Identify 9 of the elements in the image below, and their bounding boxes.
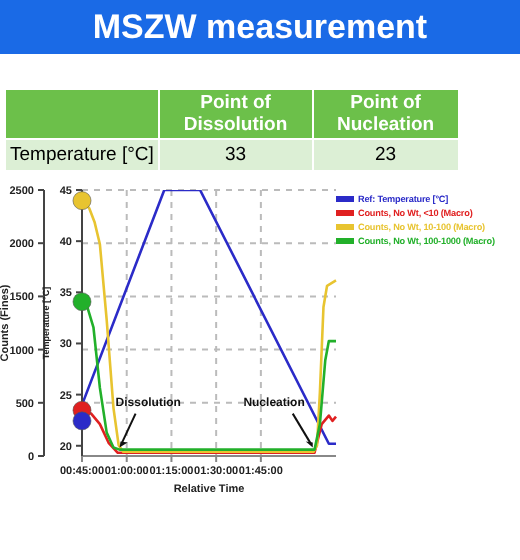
x-tick-label: Point of Nucleation: [312, 89, 459, 139]
point: [72, 191, 92, 210]
point: [72, 292, 92, 312]
x-tick-label: Point of Dissolution: [159, 89, 313, 139]
chart-title: MSZW measurement: [0, 0, 520, 54]
data-label: 33: [159, 139, 313, 171]
y-tick-label: Temperature [°C]: [5, 139, 159, 171]
point: [72, 411, 92, 431]
data-label: 23: [312, 139, 459, 171]
